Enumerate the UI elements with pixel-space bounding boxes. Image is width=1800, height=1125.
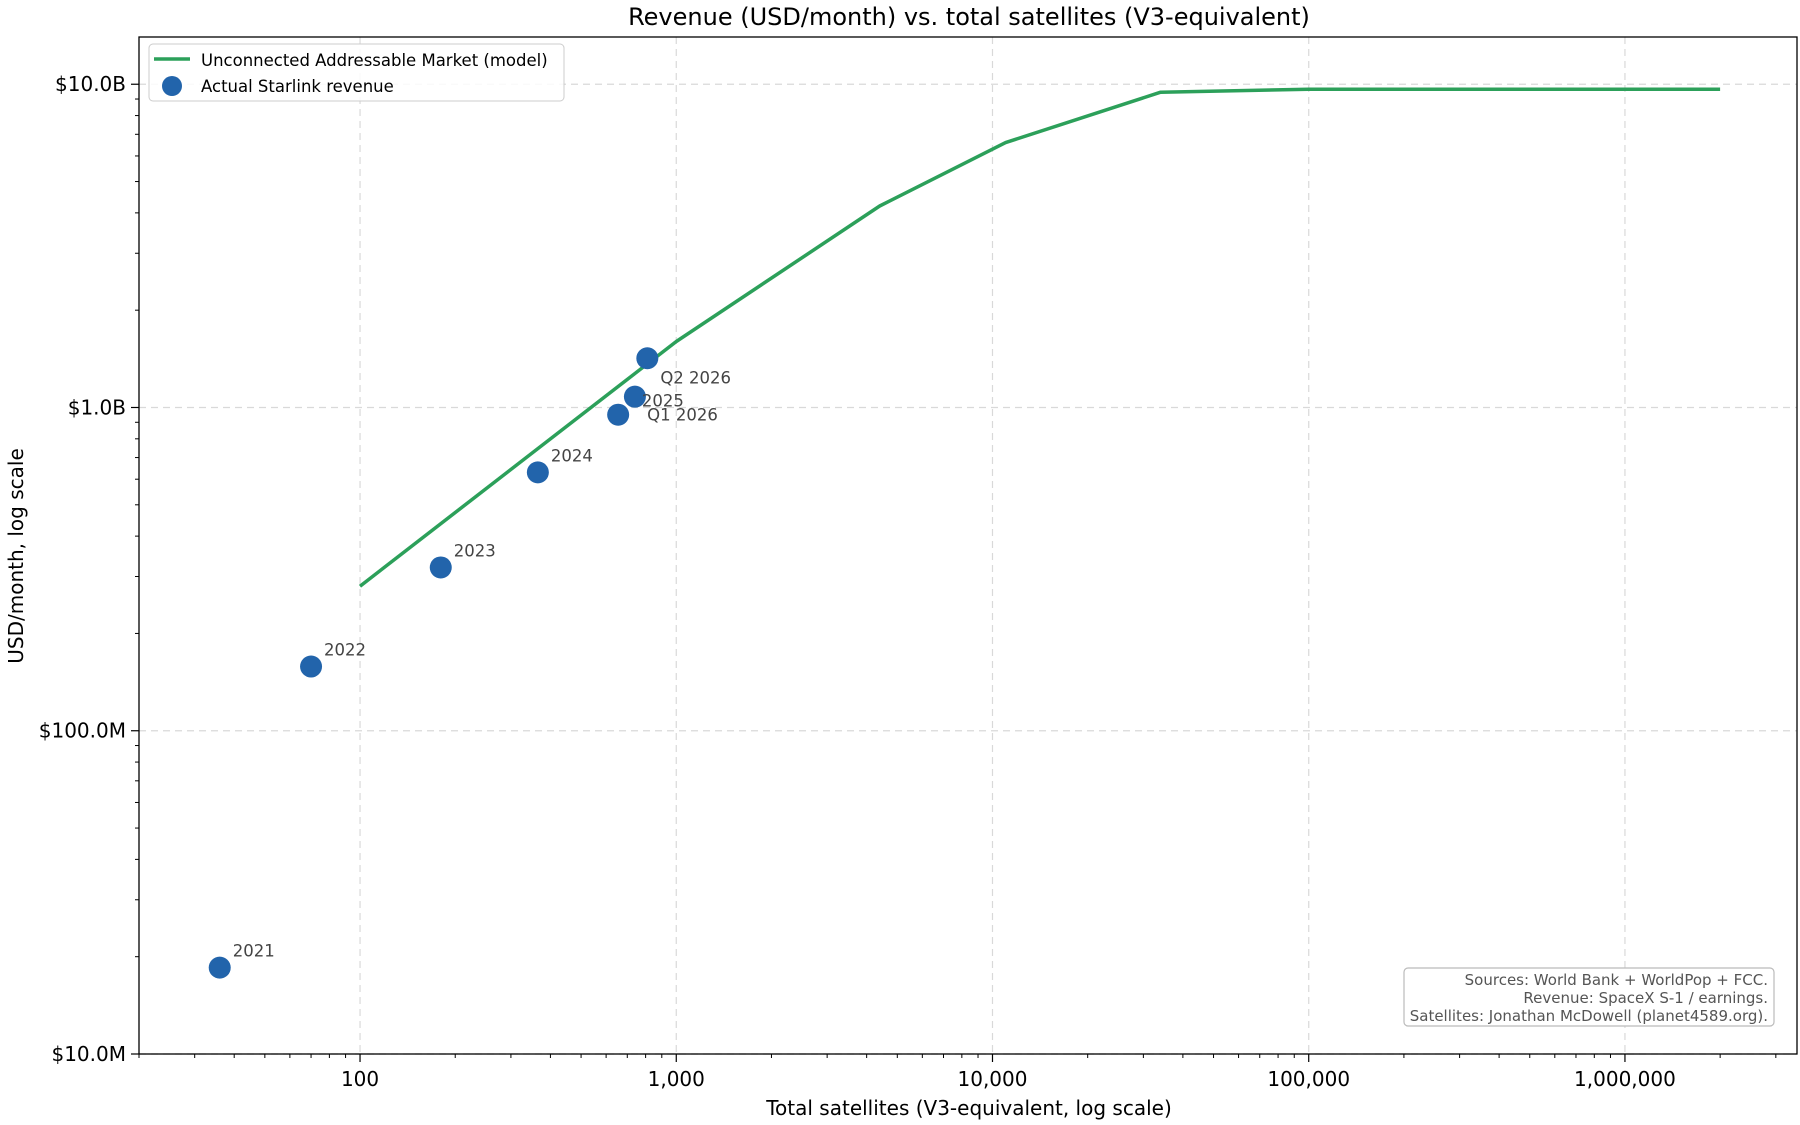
legend: Unconnected Addressable Market (model) A… bbox=[148, 43, 565, 102]
y-tick-label: $1.0B bbox=[68, 395, 126, 419]
x-axis-label: Total satellites (V3-equivalent, log sca… bbox=[765, 1096, 1172, 1120]
data-point-2025 bbox=[623, 385, 646, 408]
source-note-box bbox=[1403, 967, 1775, 1027]
data-label-q1-2026: Q1 2026 bbox=[647, 406, 718, 425]
data-label-2025: 2025 bbox=[642, 392, 684, 411]
grid bbox=[139, 37, 1797, 1055]
y-tick-label: $10.0B bbox=[55, 72, 126, 96]
data-point-2022 bbox=[300, 655, 323, 678]
x-tick-label: 100,000 bbox=[1267, 1067, 1350, 1091]
data-label-2021: 2021 bbox=[233, 942, 275, 961]
major-ticks: 100 1,000 10,000 100,000 1,000,000 $10.0M $100… bbox=[39, 72, 1676, 1091]
source-note-line-1: Sources: World Bank + WorldPop + FCC. bbox=[1465, 971, 1768, 989]
data-label-q2-2026: Q2 2026 bbox=[660, 368, 731, 387]
y-axis-label: USD/month, log scale bbox=[4, 448, 28, 663]
source-note-line-3: Satellites: Jonathan McDowell (planet458… bbox=[1410, 1007, 1768, 1025]
source-note-line-2: Revenue: SpaceX S-1 / earnings. bbox=[1523, 989, 1768, 1007]
x-tick-label: 1,000,000 bbox=[1574, 1067, 1676, 1091]
legend-entry-model: Unconnected Addressable Market (model) bbox=[201, 51, 548, 70]
data-point-2023 bbox=[429, 556, 452, 579]
x-tick-label: 1,000 bbox=[648, 1067, 705, 1091]
legend-entry-actual: Actual Starlink revenue bbox=[201, 77, 394, 96]
x-tick-label: 100 bbox=[341, 1067, 379, 1091]
y-tick-label: $10.0M bbox=[51, 1042, 126, 1066]
data-point-q1-2026 bbox=[607, 403, 630, 426]
data-label-2024: 2024 bbox=[551, 446, 593, 465]
source-note: Sources: World Bank + WorldPop + FCC. Re… bbox=[1403, 967, 1775, 1027]
legend-dot-swatch bbox=[162, 76, 182, 96]
plot-frame bbox=[138, 36, 1798, 1055]
data-point-2021 bbox=[208, 956, 231, 979]
chart-title: Revenue (USD/month) vs. total satellites… bbox=[628, 3, 1310, 31]
legend-box bbox=[148, 43, 565, 102]
data-point-q2-2026 bbox=[636, 347, 659, 370]
data-label-2022: 2022 bbox=[324, 641, 366, 660]
x-tick-label: 10,000 bbox=[958, 1067, 1028, 1091]
data-label-2023: 2023 bbox=[454, 541, 496, 560]
data-point-2024 bbox=[526, 461, 549, 484]
series-line-model bbox=[358, 87, 1721, 588]
minor-ticks bbox=[135, 98, 1777, 1058]
y-tick-label: $100.0M bbox=[39, 719, 126, 743]
